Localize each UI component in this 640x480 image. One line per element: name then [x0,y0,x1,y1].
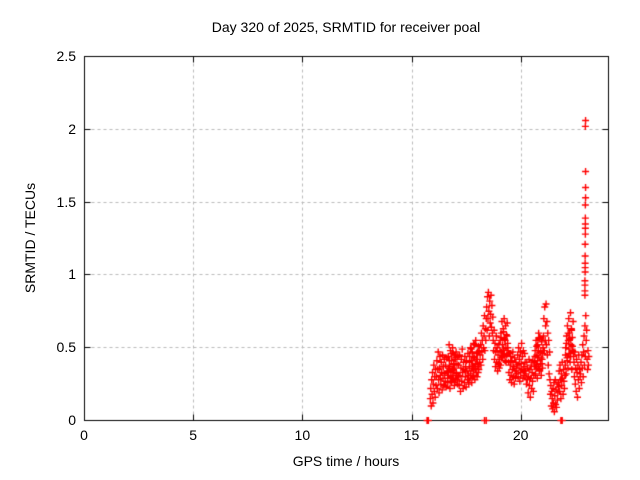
y-axis-title: SRMTID / TECUs [22,182,38,294]
x-tick-label: 15 [403,427,420,443]
y-tick-label: 1 [68,266,76,283]
chart-title: Day 320 of 2025, SRMTID for receiver poa… [211,19,481,35]
x-tick-label: 20 [512,427,529,443]
y-tick-label: 1.5 [56,193,76,210]
x-axis-title: GPS time / hours [292,453,400,469]
x-tick-label: 0 [80,427,88,443]
y-tick-label: 2.5 [56,48,76,64]
y-tick-label: 0.5 [56,339,76,356]
y-tick-label: 2 [68,120,76,137]
y-tick-label: 0 [68,412,76,428]
x-tick-label: 10 [294,427,311,443]
x-tick-label: 5 [189,427,198,443]
